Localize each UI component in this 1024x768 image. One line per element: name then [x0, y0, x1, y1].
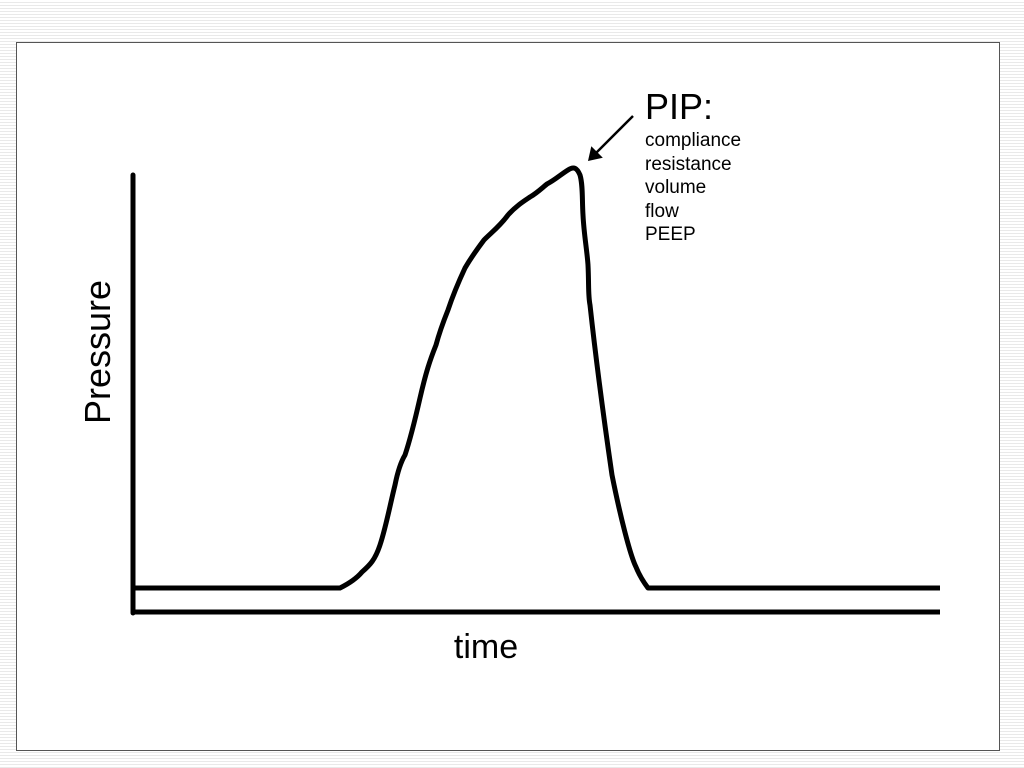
slide-frame — [16, 42, 1000, 751]
y-axis-label: Pressure — [77, 279, 118, 425]
pip-arrow-head — [588, 146, 603, 161]
factor-flow: flow — [645, 200, 679, 222]
factor-resistance: resistance — [645, 153, 732, 175]
pip-title: PIP: — [645, 86, 714, 127]
pressure-waveform — [133, 165, 940, 591]
factor-peep: PEEP — [645, 224, 696, 245]
x-axis-label: time — [453, 628, 519, 666]
factor-compliance: compliance — [645, 130, 742, 151]
factor-volume: volume — [645, 177, 707, 198]
pip-factors-list: compliance resistance volume flow PEEP — [645, 129, 741, 247]
pip-arrow-shaft — [592, 115, 634, 157]
